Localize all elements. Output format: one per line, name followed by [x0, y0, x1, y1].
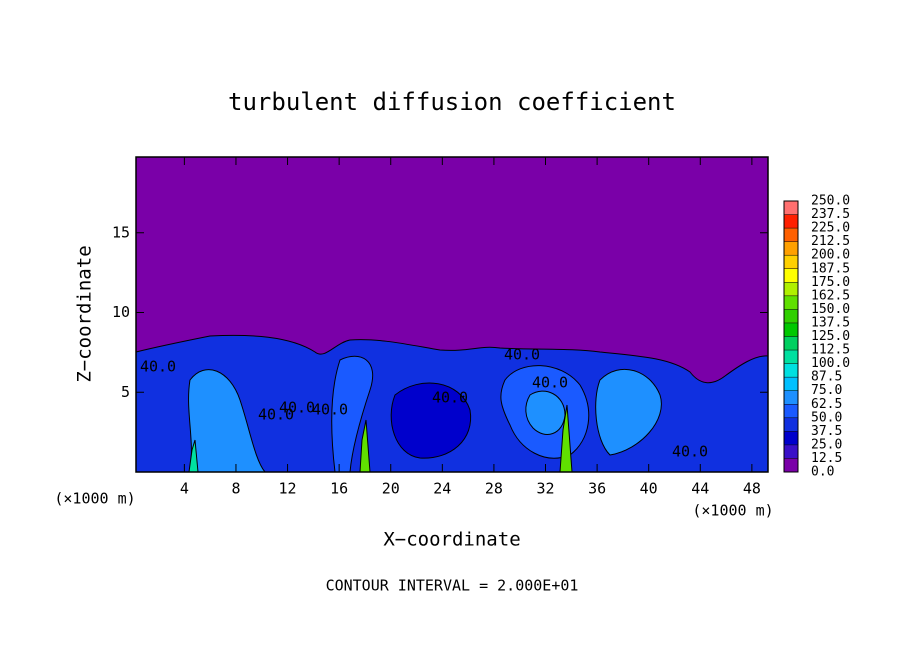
colorbar-label: 100.0 [811, 356, 850, 371]
footer: CONTOUR INTERVAL = 2.000E+01 [326, 577, 579, 595]
x-axis-label: X−coordinate [383, 529, 520, 551]
contour-label: 40.0 [312, 401, 348, 419]
colorbar-swatch [784, 363, 798, 378]
x-tick-label: 32 [536, 480, 554, 498]
colorbar-swatch [784, 444, 798, 459]
x-tick-label: 44 [691, 480, 709, 498]
contour-label: 40.0 [432, 389, 468, 407]
colorbar-swatch [784, 255, 798, 269]
y-tick-label: 5 [121, 383, 130, 401]
colorbar-label: 87.5 [811, 370, 842, 385]
colorbar-swatch [784, 431, 798, 445]
colorbar-label: 175.0 [811, 275, 850, 290]
colorbar-label: 37.5 [811, 424, 842, 439]
contour-label: 40.0 [258, 406, 294, 424]
contour-label: 40.0 [672, 443, 708, 461]
x-tick-label: 4 [180, 480, 189, 498]
colorbar-swatch [784, 458, 798, 472]
x-tick-label: 48 [743, 480, 761, 498]
colorbar-swatch [784, 377, 798, 391]
colorbar-swatch [784, 228, 798, 242]
colorbar-swatch [784, 214, 798, 229]
chart-title: turbulent diffusion coefficient [228, 88, 676, 116]
colorbar-swatch [784, 295, 798, 310]
colorbar-label: 162.5 [811, 288, 850, 303]
x-tick-label: 20 [382, 480, 400, 498]
colorbar-swatch [784, 417, 798, 432]
colorbar-swatch [784, 404, 798, 418]
contour-label: 40.0 [140, 358, 176, 376]
field-region [525, 390, 566, 435]
colorbar-label: 112.5 [811, 343, 850, 358]
colorbar-swatch [784, 241, 798, 256]
colorbar-swatch [784, 201, 798, 215]
contour-label: 40.0 [279, 399, 315, 417]
field [135, 157, 769, 473]
field-region [331, 355, 374, 473]
y-tick-label: 15 [112, 223, 130, 241]
x-tick-label: 40 [640, 480, 658, 498]
colorbar-label: 187.5 [811, 261, 850, 276]
field-region [188, 369, 267, 473]
colorbar-swatch [784, 336, 798, 351]
y-tick-label: 10 [112, 303, 130, 321]
colorbar-label: 75.0 [811, 383, 842, 398]
colorbar-label: 25.0 [811, 437, 842, 452]
colorbar-swatch [784, 282, 798, 296]
colorbar-label: 200.0 [811, 248, 850, 263]
x-tick-label: 12 [279, 480, 297, 498]
x-unit-label: (×1000 m) [692, 502, 773, 520]
contour-label: 40.0 [532, 374, 568, 392]
colorbar-swatch [784, 390, 798, 405]
plot-frame [135, 156, 769, 473]
colorbar-label: 0.0 [811, 465, 834, 480]
colorbar-swatch [784, 309, 798, 323]
colorbar-label: 225.0 [811, 221, 850, 236]
colorbar-label: 62.5 [811, 397, 842, 412]
x-tick-label: 16 [330, 480, 348, 498]
colorbar-label: 125.0 [811, 329, 850, 344]
x-tick-label: 24 [433, 480, 451, 498]
colorbar-label: 150.0 [811, 302, 850, 317]
contour-label: 40.0 [504, 346, 540, 364]
colorbar-label: 212.5 [811, 234, 850, 249]
x-tick-label: 36 [588, 480, 606, 498]
colorbar-label: 12.5 [811, 451, 842, 466]
x-tick-label: 28 [485, 480, 503, 498]
colorbar-swatch [784, 268, 798, 283]
colorbar-label: 250.0 [811, 194, 850, 209]
field-region [390, 382, 472, 459]
colorbar-label: 237.5 [811, 207, 850, 222]
y-axis-label: Z−coordinate [74, 245, 96, 382]
x-tick-label: 8 [231, 480, 240, 498]
y-unit-label: (×1000 m) [54, 490, 135, 508]
colorbar-label: 137.5 [811, 315, 850, 330]
field-region [595, 368, 662, 456]
colorbar-label: 50.0 [811, 410, 842, 425]
colorbar-swatch [784, 322, 798, 337]
colorbar-swatch [784, 350, 798, 364]
